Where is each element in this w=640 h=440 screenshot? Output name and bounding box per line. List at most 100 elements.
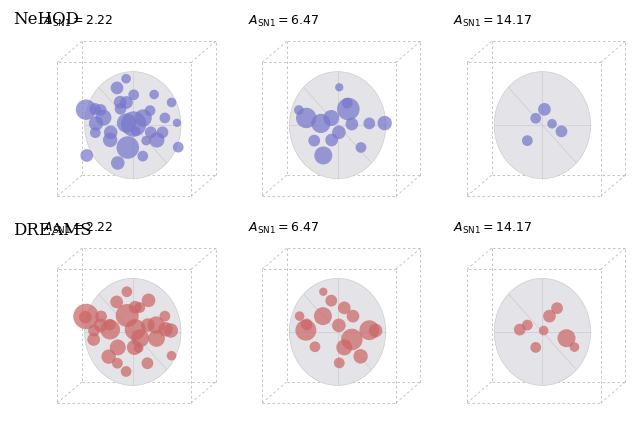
Point	[91, 120, 101, 127]
Point	[129, 121, 139, 128]
Text: $A_{\rm SN1} = 14.17$: $A_{\rm SN1} = 14.17$	[453, 14, 532, 29]
Point	[152, 335, 162, 342]
Point	[149, 91, 159, 98]
Ellipse shape	[84, 279, 181, 385]
Point	[318, 288, 328, 295]
Point	[552, 304, 562, 312]
Point	[166, 352, 177, 359]
Point	[113, 159, 123, 166]
Point	[130, 326, 140, 333]
Point	[301, 114, 311, 121]
Point	[105, 326, 115, 333]
Point	[111, 298, 122, 305]
Point	[138, 153, 148, 160]
Point	[122, 312, 132, 319]
Ellipse shape	[494, 279, 591, 385]
Point	[347, 121, 357, 128]
Point	[561, 335, 572, 342]
Point	[121, 75, 131, 82]
Point	[356, 144, 366, 151]
Point	[316, 120, 326, 127]
Point	[539, 327, 549, 334]
Point	[151, 322, 161, 329]
Point	[309, 137, 319, 144]
Point	[99, 114, 109, 121]
Point	[88, 336, 99, 343]
Text: DREAMS: DREAMS	[13, 222, 92, 239]
Point	[173, 143, 183, 150]
Point	[355, 353, 365, 360]
Point	[141, 137, 151, 144]
Point	[364, 120, 374, 127]
Point	[301, 326, 311, 334]
Point	[134, 345, 144, 352]
Ellipse shape	[84, 72, 181, 179]
Point	[515, 326, 525, 333]
Ellipse shape	[289, 72, 386, 179]
Point	[146, 129, 156, 136]
Point	[318, 152, 328, 159]
Point	[364, 326, 374, 334]
Point	[95, 106, 106, 114]
Point	[343, 106, 353, 113]
Point	[112, 359, 122, 367]
Point	[122, 99, 132, 106]
Point	[547, 120, 557, 127]
Point	[339, 344, 349, 351]
Text: $A_{\rm SN1} = 2.22$: $A_{\rm SN1} = 2.22$	[43, 14, 114, 29]
Point	[105, 321, 115, 328]
Point	[138, 114, 148, 121]
Point	[129, 91, 139, 98]
Text: $A_{\rm SN1} = 2.22$: $A_{\rm SN1} = 2.22$	[43, 221, 114, 236]
Point	[143, 322, 153, 329]
Point	[112, 84, 122, 92]
Point	[142, 359, 152, 367]
Point	[522, 137, 532, 144]
Point	[135, 335, 145, 342]
Point	[531, 115, 541, 122]
Point	[113, 344, 123, 351]
Point	[82, 152, 92, 159]
Point	[294, 313, 305, 320]
Point	[310, 343, 320, 350]
Ellipse shape	[494, 72, 591, 179]
Point	[122, 288, 132, 295]
Point	[326, 114, 337, 121]
Point	[160, 313, 170, 320]
Point	[334, 129, 344, 136]
Point	[134, 304, 145, 311]
Point	[294, 106, 304, 114]
Point	[89, 327, 99, 334]
Point	[347, 336, 357, 343]
Point	[96, 313, 106, 320]
Point	[152, 136, 162, 143]
Point	[106, 129, 116, 136]
Point	[80, 314, 90, 321]
Point	[143, 297, 154, 304]
Point	[160, 114, 170, 121]
Point	[371, 327, 381, 334]
Point	[145, 107, 155, 114]
Point	[90, 129, 100, 136]
Point	[522, 322, 532, 329]
Text: $A_{\rm SN1} = 14.17$: $A_{\rm SN1} = 14.17$	[453, 221, 532, 236]
Point	[326, 136, 337, 143]
Point	[115, 99, 125, 106]
Point	[342, 99, 353, 106]
Point	[90, 106, 100, 113]
Point	[131, 128, 141, 135]
Point	[81, 313, 91, 320]
Point	[540, 106, 550, 113]
Point	[334, 322, 344, 329]
Point	[166, 99, 177, 106]
Point	[104, 353, 114, 360]
Point	[318, 313, 328, 320]
Text: NeHOD: NeHOD	[13, 11, 79, 28]
Text: $A_{\rm SN1} = 6.47$: $A_{\rm SN1} = 6.47$	[248, 14, 319, 29]
Point	[334, 359, 344, 367]
Point	[334, 84, 344, 91]
Point	[157, 129, 168, 136]
Point	[570, 344, 580, 351]
Point	[544, 313, 554, 320]
Point	[339, 304, 349, 312]
